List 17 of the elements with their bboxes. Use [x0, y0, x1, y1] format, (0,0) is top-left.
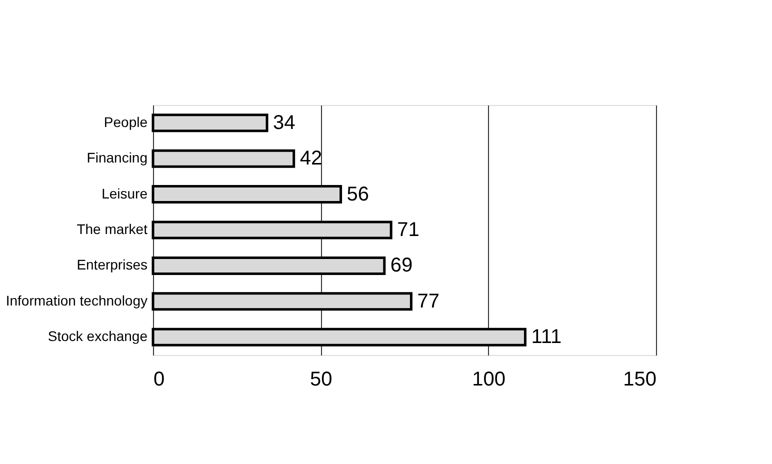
- x-tick-label: 100: [472, 368, 506, 390]
- y-tick-label: Financing: [86, 150, 148, 166]
- y-tick-label: Information technology: [6, 292, 148, 308]
- x-tick-label: 50: [310, 368, 332, 390]
- x-tick-label: 150: [623, 368, 656, 390]
- data-label: 71: [397, 219, 420, 241]
- y-tick-label: Enterprises: [76, 256, 148, 273]
- data-label: 34: [273, 112, 296, 134]
- x-tick-label: 0: [154, 368, 165, 390]
- y-tick-label: The market: [76, 221, 148, 237]
- data-label: 56: [346, 183, 370, 206]
- y-tick-label: Stock exchange: [48, 328, 148, 344]
- data-label: 69: [390, 254, 413, 277]
- data-label: 111: [531, 326, 562, 348]
- y-tick-label: Leisure: [102, 185, 148, 202]
- data-label: 77: [417, 290, 440, 312]
- y-tick-label: People: [104, 114, 148, 130]
